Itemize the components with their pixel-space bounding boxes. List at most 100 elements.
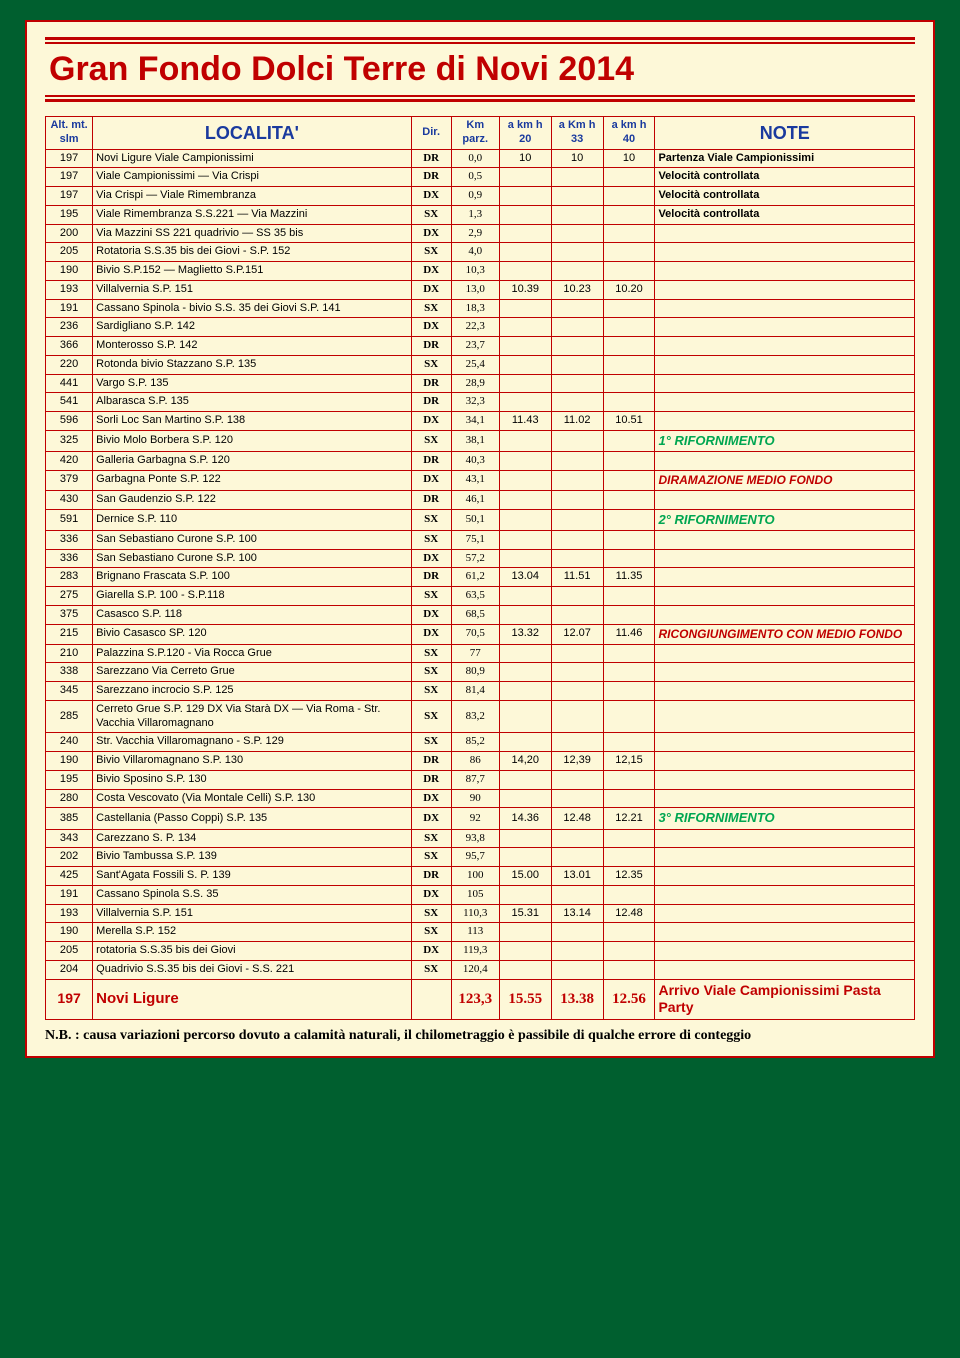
cell-speed20 xyxy=(499,549,551,568)
cell-speed20 xyxy=(499,393,551,412)
cell-speed40 xyxy=(603,243,655,262)
cell-dir: SX xyxy=(411,430,451,451)
col-speed40: a km h 40 xyxy=(603,117,655,150)
cell-note xyxy=(655,299,915,318)
cell-speed33 xyxy=(551,452,603,471)
col-locality: LOCALITA' xyxy=(93,117,411,150)
cell-note: 3° RIFORNIMENTO xyxy=(655,808,915,829)
table-row: 285Cerreto Grue S.P. 129 DX Via Starà DX… xyxy=(46,700,915,733)
cell-locality: Cassano Spinola - bivio S.S. 35 dei Giov… xyxy=(93,299,411,318)
cell-locality: Dernice S.P. 110 xyxy=(93,509,411,530)
cell-locality: Vargo S.P. 135 xyxy=(93,374,411,393)
cell-speed33 xyxy=(551,663,603,682)
cell-note xyxy=(655,355,915,374)
cell-speed33 xyxy=(551,848,603,867)
cell-speed40: 12.21 xyxy=(603,808,655,829)
table-row: 197Viale Campionissimi — Via CrispiDR0,5… xyxy=(46,168,915,187)
cell-speed33: 13.14 xyxy=(551,904,603,923)
table-row: 366Monterosso S.P. 142DR23,7 xyxy=(46,337,915,356)
cell-speed20 xyxy=(499,490,551,509)
cell-alt: 190 xyxy=(46,923,93,942)
table-row: 195Viale Rimembranza S.S.221 — Via Mazzi… xyxy=(46,205,915,224)
cell-note xyxy=(655,605,915,624)
cell-alt: 191 xyxy=(46,885,93,904)
cell-locality: Rotonda bivio Stazzano S.P. 135 xyxy=(93,355,411,374)
cell-note xyxy=(655,262,915,281)
table-row: 345Sarezzano incrocio S.P. 125SX81,4 xyxy=(46,682,915,701)
cell-alt: 596 xyxy=(46,412,93,431)
cell-locality: Brignano Frascata S.P. 100 xyxy=(93,568,411,587)
cell-dir: DX xyxy=(411,280,451,299)
cell-speed33 xyxy=(551,960,603,979)
cell-note xyxy=(655,337,915,356)
cell-locality: Bivio S.P.152 — Maglietto S.P.151 xyxy=(93,262,411,281)
cell-note xyxy=(655,568,915,587)
cell-alt: 197 xyxy=(46,187,93,206)
cell-speed20: 14,20 xyxy=(499,752,551,771)
cell-locality: Novi Ligure Viale Campionissimi xyxy=(93,149,411,168)
cell-speed20: 15.31 xyxy=(499,904,551,923)
cell-dir: DR xyxy=(411,770,451,789)
cell-speed20 xyxy=(499,299,551,318)
table-row: 220Rotonda bivio Stazzano S.P. 135SX25,4 xyxy=(46,355,915,374)
cell-alt: 441 xyxy=(46,374,93,393)
table-row: 338Sarezzano Via Cerreto GrueSX80,9 xyxy=(46,663,915,682)
cell-speed33 xyxy=(551,262,603,281)
cell-dir: SX xyxy=(411,530,451,549)
cell-dir: SX xyxy=(411,355,451,374)
cell-km: 87,7 xyxy=(451,770,499,789)
cell-speed20 xyxy=(499,942,551,961)
cell-locality: rotatoria S.S.35 bis dei Giovi xyxy=(93,942,411,961)
cell-alt: 193 xyxy=(46,280,93,299)
table-row: 202Bivio Tambussa S.P. 139SX95,7 xyxy=(46,848,915,867)
cell-dir: SX xyxy=(411,733,451,752)
cell-locality: Bivio Molo Borbera S.P. 120 xyxy=(93,430,411,451)
cell-speed33 xyxy=(551,490,603,509)
cell-speed40 xyxy=(603,549,655,568)
cell-speed20 xyxy=(499,262,551,281)
cell-locality: Sorli Loc San Martino S.P. 138 xyxy=(93,412,411,431)
cell-km: 105 xyxy=(451,885,499,904)
table-row: 541Albarasca S.P. 135DR32,3 xyxy=(46,393,915,412)
table-row: 204Quadrivio S.S.35 bis dei Giovi - S.S.… xyxy=(46,960,915,979)
cell-note xyxy=(655,770,915,789)
cell-note: Velocità controllata xyxy=(655,168,915,187)
cell-speed40: 11.46 xyxy=(603,624,655,644)
table-row: 200Via Mazzini SS 221 quadrivio — SS 35 … xyxy=(46,224,915,243)
cell-speed33 xyxy=(551,789,603,808)
cell-speed40 xyxy=(603,355,655,374)
cell-speed33 xyxy=(551,337,603,356)
cell-note: Velocità controllata xyxy=(655,187,915,206)
cell-speed20 xyxy=(499,644,551,663)
cell-dir: DX xyxy=(411,470,451,490)
cell-speed20 xyxy=(499,923,551,942)
cell-alt: 280 xyxy=(46,789,93,808)
cell-speed20 xyxy=(499,470,551,490)
cell-alt: 285 xyxy=(46,700,93,733)
cell-note: 1° RIFORNIMENTO xyxy=(655,430,915,451)
cell-speed33: 12.48 xyxy=(551,808,603,829)
cell-km: 85,2 xyxy=(451,733,499,752)
cell-locality: San Sebastiano Curone S.P. 100 xyxy=(93,530,411,549)
cell-speed40 xyxy=(603,393,655,412)
title-border-inner: Gran Fondo Dolci Terre di Novi 2014 xyxy=(45,42,915,97)
cell-dir: SX xyxy=(411,682,451,701)
cell-locality: Galleria Garbagna S.P. 120 xyxy=(93,452,411,471)
cell-speed40: 12.35 xyxy=(603,867,655,886)
table-row: 236Sardigliano S.P. 142DX22,3 xyxy=(46,318,915,337)
cell-speed20 xyxy=(499,187,551,206)
col-km: Km parz. xyxy=(451,117,499,150)
col-speed33: a Km h 33 xyxy=(551,117,603,150)
cell-speed40 xyxy=(603,168,655,187)
cell-km: 0,0 xyxy=(451,149,499,168)
cell-speed20 xyxy=(499,509,551,530)
cell-note xyxy=(655,752,915,771)
table-row: 441Vargo S.P. 135DR28,9 xyxy=(46,374,915,393)
cell-speed33: 10.23 xyxy=(551,280,603,299)
cell-dir: DR xyxy=(411,149,451,168)
col-speed20: a km h 20 xyxy=(499,117,551,150)
cell-km: 0,5 xyxy=(451,168,499,187)
cell-speed33 xyxy=(551,205,603,224)
cell-note: Arrivo Viale Campionissimi Pasta Party xyxy=(655,979,915,1019)
cell-speed33 xyxy=(551,682,603,701)
